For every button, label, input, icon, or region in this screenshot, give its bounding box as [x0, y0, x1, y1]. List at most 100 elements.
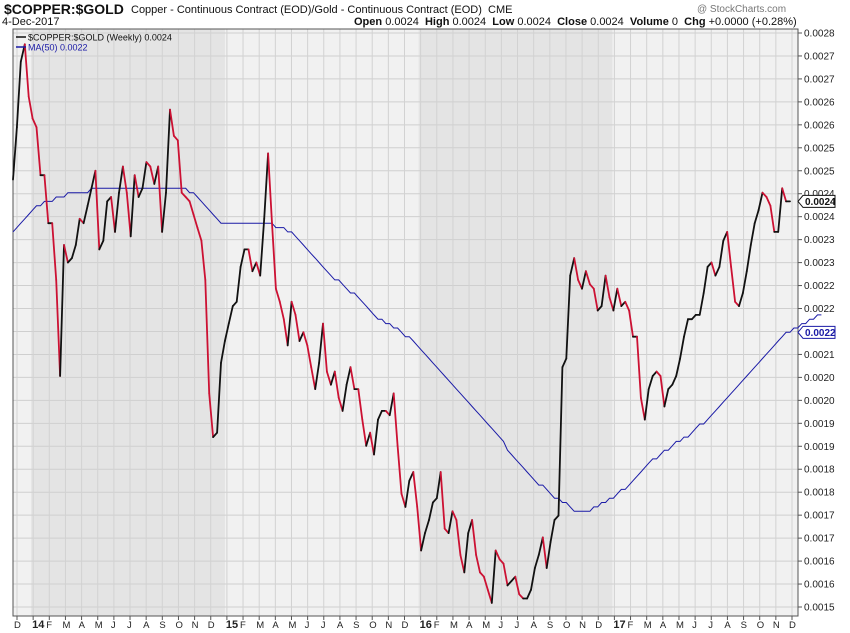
price-segment-down — [761, 191, 768, 198]
price-segment-down — [176, 139, 183, 194]
x-tick-label: J — [111, 620, 116, 631]
price-segment-down — [27, 95, 34, 120]
price-segment-up — [373, 418, 379, 456]
price-segment-down — [294, 313, 301, 342]
x-tick-label: O — [757, 620, 764, 631]
price-segment-up — [82, 204, 89, 225]
price-segment-up — [263, 152, 270, 220]
price-segment-up — [463, 532, 470, 574]
price-segment-down — [577, 278, 583, 290]
price-segment-up — [212, 431, 219, 439]
price-segment-down — [169, 108, 175, 137]
ma50-line — [12, 187, 822, 512]
high-label: High — [424, 16, 450, 28]
x-tick-label: D — [14, 620, 21, 631]
price-segment-down — [655, 370, 662, 377]
y-tick-label: 0.0024 — [804, 189, 835, 200]
x-tick-label: S — [547, 620, 553, 631]
price-segment-down — [51, 222, 58, 281]
price-segment-up — [137, 187, 144, 198]
y-tick-label: 0.0020 — [804, 373, 835, 384]
y-tick-label: 0.0021 — [804, 350, 835, 361]
y-tick-label: 0.0025 — [804, 143, 835, 154]
chart-symbol: $COPPER:$GOLD — [4, 1, 124, 17]
legend-label: $COPPER:$GOLD (Weekly) 0.0024 — [28, 33, 172, 43]
price-segment-up — [231, 300, 238, 308]
price-segment-down — [110, 196, 116, 233]
price-segment-up — [388, 392, 395, 417]
ma-last-tag-box — [797, 325, 836, 339]
high-value: 0.0024 — [452, 16, 487, 28]
price-segment-down — [23, 43, 30, 98]
price-segment-up — [490, 549, 497, 604]
y-tick-label: 0.0016 — [804, 580, 835, 591]
exchange-label: CME — [488, 4, 513, 16]
price-segment-up — [691, 313, 697, 321]
price-segment-down — [204, 278, 211, 395]
x-tick-label: F — [240, 620, 246, 631]
x-tick-label: M — [482, 620, 490, 631]
price-segment-up — [329, 370, 336, 386]
price-segment-up — [753, 209, 760, 225]
price-segment-down — [333, 370, 340, 399]
price-segment-down — [133, 174, 140, 198]
price-segment-down — [188, 200, 195, 216]
price-segment-up — [223, 322, 230, 342]
price-segment-down — [325, 370, 332, 386]
price-segment-up — [581, 270, 587, 290]
y-tick-label: 0.0026 — [804, 120, 835, 131]
price-segment-down — [149, 165, 156, 185]
price-segment-up — [777, 187, 784, 233]
price-segment-down — [589, 283, 595, 290]
y-tick-label: 0.0026 — [804, 97, 835, 108]
x-tick-label: D — [789, 620, 796, 631]
price-segment-down — [322, 322, 328, 373]
x-tick-label: N — [579, 620, 586, 631]
open-value: 0.0024 — [385, 16, 419, 28]
price-segment-down — [274, 287, 281, 303]
price-segment-up — [420, 532, 426, 552]
price-segment-up — [298, 331, 305, 342]
x-tick-label: J — [708, 620, 713, 631]
price-segment-up — [428, 501, 434, 521]
volume-value: 0 — [671, 16, 679, 28]
x-tick-label: O — [175, 620, 182, 631]
y-tick-label: 0.0028 — [804, 29, 835, 40]
price-segment-down — [455, 519, 462, 556]
price-segment-down — [357, 388, 364, 421]
x-tick-label: J — [498, 620, 503, 631]
price-segment-down — [310, 366, 317, 391]
price-segment-down — [451, 510, 458, 521]
price-segment-up — [561, 357, 568, 369]
price-segment-down — [122, 165, 128, 194]
x-tick-label: O — [369, 620, 376, 631]
price-segment-down — [180, 191, 187, 198]
price-segment-up — [612, 287, 619, 312]
price-segment-up — [569, 257, 576, 277]
close-value: 0.0024 — [590, 16, 624, 28]
shade-2016 — [418, 29, 613, 616]
x-tick-label: A — [466, 620, 473, 631]
price-segment-up — [557, 366, 564, 517]
price-segment-up — [643, 388, 650, 421]
x-tick-label: A — [660, 620, 667, 631]
y-tick-label: 0.0024 — [804, 212, 835, 223]
volume-label: Volume — [629, 16, 669, 28]
price-segment-up — [118, 165, 124, 194]
price-segment-down — [306, 344, 313, 369]
price-segment-down — [349, 366, 356, 391]
price-segment-down — [541, 536, 548, 569]
price-segment-up — [12, 126, 18, 181]
price-segment-down — [498, 558, 505, 565]
price-segment-up — [227, 305, 234, 325]
x-tick-label: M — [450, 620, 458, 631]
legend-label: MA(50) 0.0022 — [28, 43, 88, 53]
stockcharts-credit[interactable]: @ StockCharts.com — [697, 4, 787, 15]
price-segment-up — [667, 383, 674, 391]
shade-2014 — [31, 29, 225, 616]
price-segment-down — [628, 309, 634, 338]
price-segment-down — [710, 261, 717, 277]
price-segment-up — [506, 580, 513, 587]
price-segment-down — [604, 274, 611, 299]
